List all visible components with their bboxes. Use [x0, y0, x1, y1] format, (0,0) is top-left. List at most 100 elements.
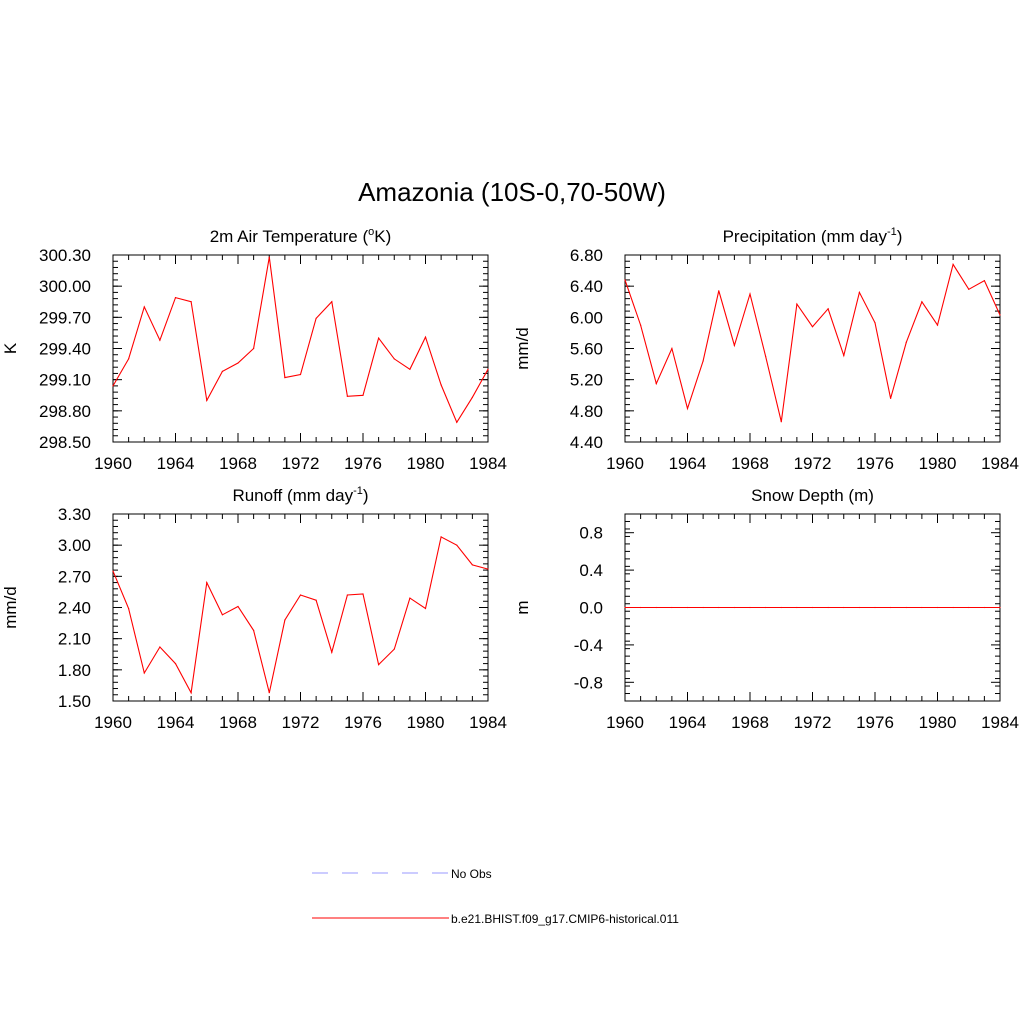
- x-tick-label: 1968: [731, 454, 769, 473]
- x-tick-label: 1972: [794, 454, 832, 473]
- data-point: [456, 421, 458, 423]
- data-point: [346, 395, 348, 397]
- data-point: [268, 256, 270, 258]
- x-tick-label: 1976: [344, 454, 382, 473]
- x-tick-label: 1960: [94, 454, 132, 473]
- x-tick-label: 1964: [157, 713, 195, 732]
- panel-title: Runoff (mm day-1): [232, 485, 368, 505]
- data-point: [765, 606, 767, 609]
- data-point: [299, 594, 302, 596]
- data-point: [299, 373, 302, 376]
- data-point: [471, 396, 473, 398]
- panel-title-text-end: ): [897, 227, 903, 246]
- data-point: [143, 672, 145, 674]
- y-axis-label: m: [513, 600, 532, 614]
- data-point: [190, 301, 192, 303]
- panel-title-text-end: ): [363, 486, 369, 505]
- data-point: [331, 651, 333, 653]
- data-point: [409, 597, 411, 599]
- panel-title-text: Snow Depth (m): [751, 486, 874, 505]
- data-point: [424, 607, 427, 610]
- data-point: [905, 341, 907, 343]
- x-tick-label: 1984: [469, 454, 507, 473]
- data-point: [128, 358, 130, 360]
- data-point: [749, 606, 751, 609]
- data-point: [284, 619, 286, 621]
- data-point: [827, 606, 829, 609]
- y-tick-label: 299.40: [39, 340, 91, 359]
- figure-title: Amazonia (10S-0,70-50W): [358, 177, 666, 207]
- data-point: [718, 290, 720, 292]
- legend-label: b.e21.BHIST.f09_g17.CMIP6-historical.011: [451, 912, 679, 926]
- y-tick-label: 1.50: [58, 692, 91, 711]
- data-point: [733, 344, 735, 346]
- data-point: [811, 606, 814, 609]
- data-point: [811, 326, 814, 328]
- x-tick-label: 1960: [94, 713, 132, 732]
- x-tick-label: 1964: [157, 454, 195, 473]
- data-point: [999, 606, 1001, 609]
- x-tick-label: 1980: [407, 454, 445, 473]
- y-tick-label: 2.40: [58, 599, 91, 618]
- data-point: [749, 293, 751, 295]
- data-point: [331, 301, 333, 303]
- data-point: [671, 347, 673, 350]
- legend: No Obs b.e21.BHIST.f09_g17.CMIP6-historic…: [312, 867, 679, 926]
- y-tick-label: 300.30: [39, 246, 91, 265]
- panel-title-text-end: K): [374, 227, 391, 246]
- y-tick-label: 4.40: [570, 433, 603, 452]
- y-tick-label: 5.60: [570, 340, 603, 359]
- data-point: [983, 606, 985, 609]
- data-point: [796, 303, 798, 305]
- data-point: [655, 606, 657, 609]
- data-point: [315, 317, 317, 319]
- data-point: [159, 646, 161, 648]
- data-point: [827, 308, 829, 310]
- data-point: [640, 606, 642, 609]
- data-point: [253, 629, 255, 631]
- data-point: [409, 368, 411, 370]
- data-point: [968, 288, 970, 290]
- series-line: [112, 536, 489, 695]
- y-tick-label: 1.80: [58, 661, 91, 680]
- panel-title: Precipitation (mm day-1): [723, 226, 903, 246]
- data-point: [237, 362, 239, 364]
- data-point: [686, 407, 689, 410]
- data-point: [640, 324, 642, 326]
- data-point: [796, 606, 798, 609]
- data-point: [999, 314, 1001, 316]
- data-point: [112, 385, 114, 387]
- x-tick-label: 1972: [282, 713, 320, 732]
- y-tick-label: 6.80: [570, 246, 603, 265]
- data-point: [393, 648, 395, 650]
- data-point: [952, 263, 954, 265]
- data-point: [128, 607, 130, 610]
- data-point: [221, 614, 223, 616]
- y-tick-label: 4.80: [570, 402, 603, 421]
- panel-1: 2m Air Temperature (oK) K 1960 1964 1968 1972…: [1, 226, 507, 473]
- x-tick-label: 1984: [469, 713, 507, 732]
- x-tick-label: 1984: [981, 713, 1019, 732]
- plot-frame: [112, 513, 489, 702]
- x-tick-label: 1968: [219, 454, 257, 473]
- panel-3: Runoff (mm day-1) mm/d 1960 1964 1968 1972 197…: [1, 485, 507, 732]
- panel-title-superscript: o: [368, 226, 374, 238]
- y-tick-label: 299.70: [39, 308, 91, 327]
- x-tick-label: 1976: [856, 454, 894, 473]
- x-tick-label: 1960: [606, 454, 644, 473]
- x-tick-label: 1964: [669, 454, 707, 473]
- x-tick-label: 1980: [407, 713, 445, 732]
- data-point: [686, 606, 689, 609]
- data-point: [702, 606, 704, 609]
- data-point: [983, 280, 985, 282]
- data-point: [393, 358, 395, 360]
- data-point: [874, 606, 876, 609]
- x-tick-label: 1984: [981, 454, 1019, 473]
- data-point: [874, 322, 876, 324]
- series-line: [112, 257, 489, 424]
- data-point: [378, 337, 380, 339]
- data-point: [440, 384, 442, 386]
- y-tick-label: -0.8: [574, 673, 603, 692]
- y-axis-label: mm/d: [513, 327, 532, 370]
